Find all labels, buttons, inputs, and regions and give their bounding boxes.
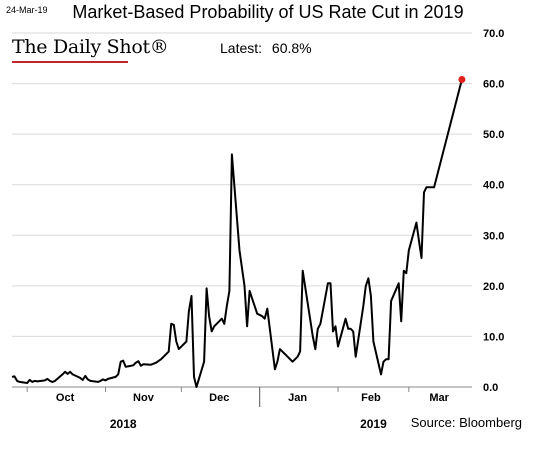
latest-point	[458, 76, 466, 84]
y-tick-label: 10.0	[483, 331, 504, 343]
x-tick-label: Mar	[429, 392, 449, 404]
date-stamp: 24-Mar-19	[6, 5, 48, 15]
chart-title: Market-Based Probability of US Rate Cut …	[72, 2, 464, 22]
latest-value: 60.8%	[271, 40, 312, 56]
gridlines	[12, 32, 472, 337]
brand-underline	[12, 61, 128, 63]
y-tick-label: 40.0	[483, 180, 504, 192]
y-axis-ticks: 0.0 10.0 20.0 30.0 40.0 50.0 60.0 70.0	[483, 28, 504, 394]
latest-readout: Latest: 60.8%	[220, 40, 312, 56]
x-year-label: 2019	[360, 417, 387, 431]
y-tick-label: 20.0	[483, 281, 504, 293]
brand-logo: The Daily Shot®	[12, 36, 169, 58]
series-line	[11, 79, 463, 388]
series-group	[11, 76, 466, 388]
y-tick-label: 60.0	[483, 79, 504, 91]
x-tick-label: Jan	[288, 392, 307, 404]
y-tick-label: 30.0	[483, 230, 504, 242]
y-tick-label: 50.0	[483, 129, 504, 141]
y-tick-label: 70.0	[483, 28, 504, 40]
source-note: Source: Bloomberg	[410, 415, 522, 430]
latest-label: Latest:	[220, 40, 263, 56]
x-year-label: 2018	[110, 417, 137, 431]
x-tick-label: Dec	[209, 392, 229, 404]
x-tick-label: Nov	[133, 392, 155, 404]
x-tick-label: Feb	[361, 392, 381, 404]
x-tick-label: Oct	[56, 392, 75, 404]
x-axis: Oct Nov Dec Jan Feb Mar 2018 2019	[12, 386, 472, 431]
y-tick-label: 0.0	[483, 382, 498, 394]
